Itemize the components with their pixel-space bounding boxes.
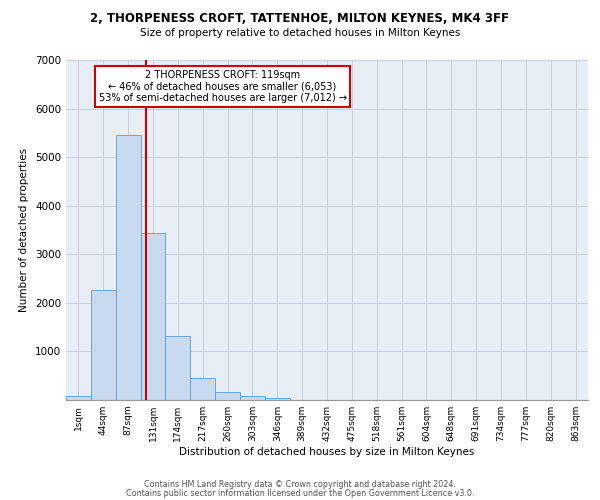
- Y-axis label: Number of detached properties: Number of detached properties: [19, 148, 29, 312]
- Text: Contains HM Land Registry data © Crown copyright and database right 2024.: Contains HM Land Registry data © Crown c…: [144, 480, 456, 489]
- Bar: [265, 398, 290, 400]
- Bar: [190, 378, 215, 400]
- Bar: [166, 336, 190, 400]
- X-axis label: Distribution of detached houses by size in Milton Keynes: Distribution of detached houses by size …: [179, 447, 475, 457]
- Text: 2, THORPENESS CROFT, TATTENHOE, MILTON KEYNES, MK4 3FF: 2, THORPENESS CROFT, TATTENHOE, MILTON K…: [91, 12, 509, 26]
- Bar: [140, 233, 166, 400]
- Bar: [66, 396, 91, 400]
- Bar: [91, 290, 116, 400]
- Text: Contains public sector information licensed under the Open Government Licence v3: Contains public sector information licen…: [126, 489, 474, 498]
- Bar: [240, 396, 265, 400]
- Bar: [116, 135, 140, 400]
- Bar: [215, 392, 240, 400]
- Text: 2 THORPENESS CROFT: 119sqm
← 46% of detached houses are smaller (6,053)
53% of s: 2 THORPENESS CROFT: 119sqm ← 46% of deta…: [98, 70, 347, 103]
- Text: Size of property relative to detached houses in Milton Keynes: Size of property relative to detached ho…: [140, 28, 460, 38]
